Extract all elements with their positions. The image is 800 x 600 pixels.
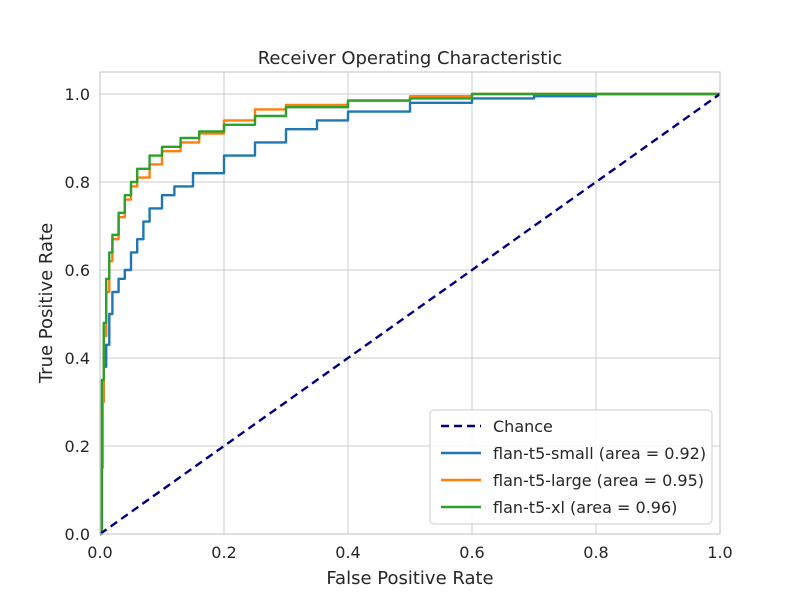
y-tick-label: 0.2 [65,437,90,456]
legend-label: Chance [493,417,553,436]
series-line-flan-t5-small [100,92,720,536]
legend-box [429,409,713,525]
chart-title: Receiver Operating Characteristic [258,48,563,69]
x-axis-label: False Positive Rate [326,568,493,589]
tick-labels: 0.0 0.2 0.4 0.6 0.8 1.0 0.0 0.2 0.4 0.6 0.8 1.0 [65,85,733,562]
x-tick-label: 0.4 [335,543,360,562]
series-layer [99,92,721,536]
legend-label: flan-t5-xl (area = 0.96) [493,498,677,517]
legend-label: flan-t5-large (area = 0.95) [493,471,704,490]
x-tick-label: 0.0 [87,543,112,562]
legend: Chance flan-t5-small (area = 0.92) flan-t5… [429,409,713,525]
y-axis-label: True Positive Rate [36,223,57,384]
x-tick-label: 0.6 [459,543,484,562]
y-tick-label: 1.0 [65,85,90,104]
y-tick-label: 0.8 [65,173,90,192]
x-tick-label: 0.2 [211,543,236,562]
x-tick-label: 1.0 [707,543,732,562]
y-tick-label: 0.0 [65,525,90,544]
legend-label: flan-t5-small (area = 0.92) [493,444,706,463]
series-line-flan-t5-xl [100,92,720,536]
y-tick-label: 0.6 [65,261,90,280]
series-line-chance [99,93,721,535]
plot-frame [99,71,721,535]
x-tick-label: 0.8 [583,543,608,562]
y-tick-label: 0.4 [65,349,90,368]
